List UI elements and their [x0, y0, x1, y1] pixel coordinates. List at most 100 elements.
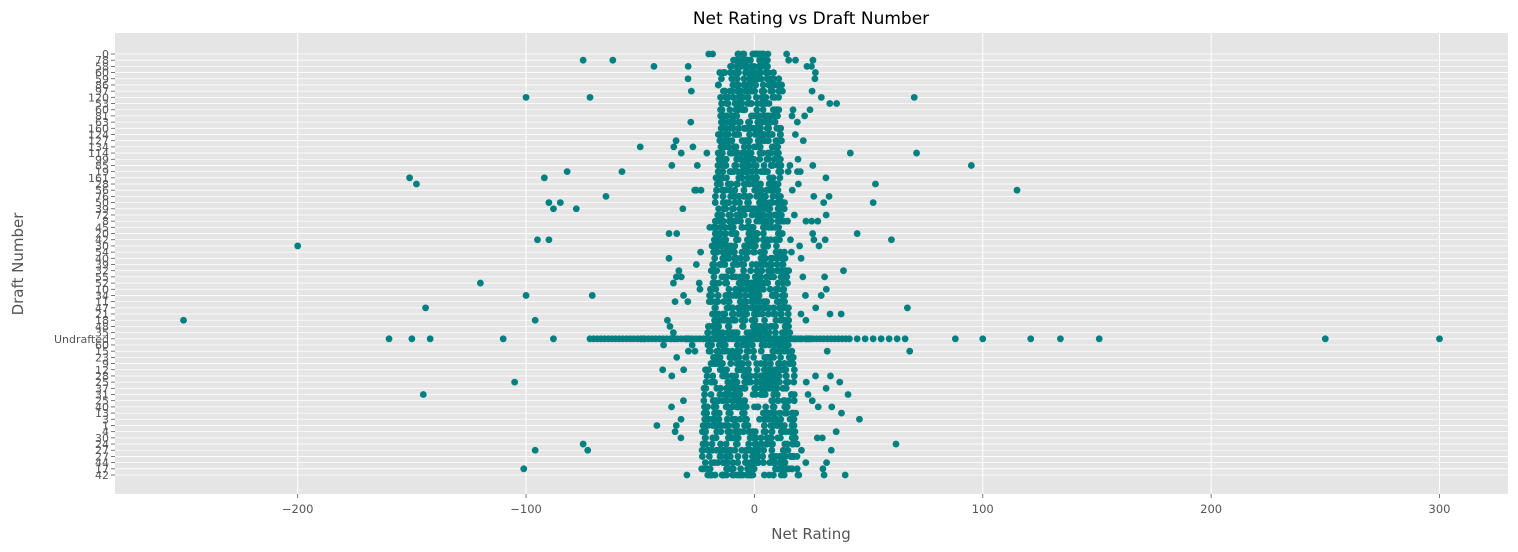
- data-point: [745, 199, 752, 206]
- data-point: [426, 335, 434, 343]
- data-point: [752, 310, 760, 318]
- data-point: [728, 137, 736, 145]
- y-tick-label: 4: [102, 426, 109, 439]
- data-point: [810, 193, 818, 200]
- data-point: [709, 397, 717, 405]
- data-point: [818, 434, 826, 442]
- data-point: [812, 69, 819, 76]
- data-point: [836, 378, 844, 386]
- data-point: [748, 112, 755, 120]
- data-point: [703, 372, 711, 380]
- data-point: [753, 267, 761, 275]
- data-point: [766, 360, 774, 367]
- data-point: [701, 459, 709, 467]
- data-point: [717, 422, 725, 429]
- data-point: [759, 372, 767, 380]
- data-point: [777, 162, 785, 169]
- data-point: [704, 329, 712, 336]
- data-point: [714, 81, 722, 89]
- data-point: [771, 112, 779, 120]
- data-point: [801, 112, 809, 120]
- data-point: [767, 273, 774, 281]
- data-point: [803, 62, 811, 70]
- data-point: [828, 403, 836, 411]
- data-point: [476, 279, 484, 287]
- data-point: [705, 298, 713, 306]
- data-point: [776, 248, 784, 256]
- data-point: [741, 292, 749, 299]
- data-point: [782, 366, 790, 374]
- data-point: [769, 347, 777, 355]
- data-point: [746, 242, 754, 250]
- data-point: [708, 292, 716, 299]
- data-point: [709, 372, 717, 380]
- data-point: [768, 366, 776, 374]
- y-tick-label: 28: [95, 370, 109, 383]
- data-point: [671, 298, 679, 306]
- data-point: [699, 446, 707, 454]
- data-point: [766, 459, 774, 467]
- data-point: [730, 93, 737, 101]
- y-tick-label: 160: [88, 122, 109, 135]
- data-point: [664, 316, 671, 324]
- data-point: [725, 285, 733, 293]
- data-point: [753, 292, 761, 299]
- data-point: [766, 199, 774, 206]
- data-point: [773, 199, 781, 206]
- data-point: [419, 391, 427, 398]
- data-point: [745, 428, 753, 436]
- data-point: [764, 310, 772, 318]
- data-point: [728, 347, 736, 355]
- data-point: [406, 174, 413, 182]
- data-point: [790, 211, 798, 219]
- data-point: [740, 193, 748, 200]
- data-point: [790, 378, 798, 386]
- data-point: [757, 329, 765, 336]
- data-point: [738, 360, 746, 367]
- data-point: [799, 137, 807, 145]
- y-tick-label: 114: [88, 147, 109, 160]
- data-point: [534, 236, 541, 244]
- data-point: [750, 143, 758, 151]
- data-point: [779, 446, 787, 454]
- data-point: [861, 335, 869, 343]
- data-point: [846, 149, 854, 157]
- data-point: [762, 223, 769, 231]
- data-point: [710, 273, 718, 281]
- data-point: [809, 230, 817, 237]
- data-point: [699, 422, 707, 429]
- data-point: [785, 316, 793, 324]
- data-point: [735, 292, 743, 299]
- data-point: [744, 87, 752, 95]
- data-point: [780, 397, 788, 405]
- y-tick-label: 20: [95, 228, 109, 241]
- data-point: [763, 353, 771, 361]
- data-point: [804, 391, 812, 398]
- data-point: [786, 329, 794, 336]
- data-point: [723, 397, 731, 405]
- data-point: [698, 453, 706, 460]
- data-point: [802, 292, 809, 299]
- data-point: [750, 205, 758, 213]
- data-point: [790, 397, 798, 405]
- data-point: [731, 118, 738, 126]
- data-point: [738, 446, 746, 454]
- data-point: [776, 453, 783, 460]
- data-point: [741, 149, 749, 157]
- data-point: [760, 279, 768, 287]
- data-point: [511, 378, 519, 386]
- data-point: [779, 304, 787, 312]
- y-tick-label: 13: [95, 407, 109, 420]
- data-point: [777, 254, 785, 262]
- data-point: [777, 273, 785, 281]
- grid-lines: [115, 33, 1508, 494]
- data-point: [724, 422, 732, 429]
- y-tick-label: Undrafted: [54, 333, 109, 346]
- data-point: [715, 205, 722, 213]
- data-point: [722, 236, 730, 244]
- data-point: [822, 384, 830, 392]
- y-tick-label: 3: [102, 413, 109, 426]
- data-point: [724, 378, 732, 386]
- data-point: [797, 310, 805, 318]
- y-tick-label: 21: [95, 308, 109, 321]
